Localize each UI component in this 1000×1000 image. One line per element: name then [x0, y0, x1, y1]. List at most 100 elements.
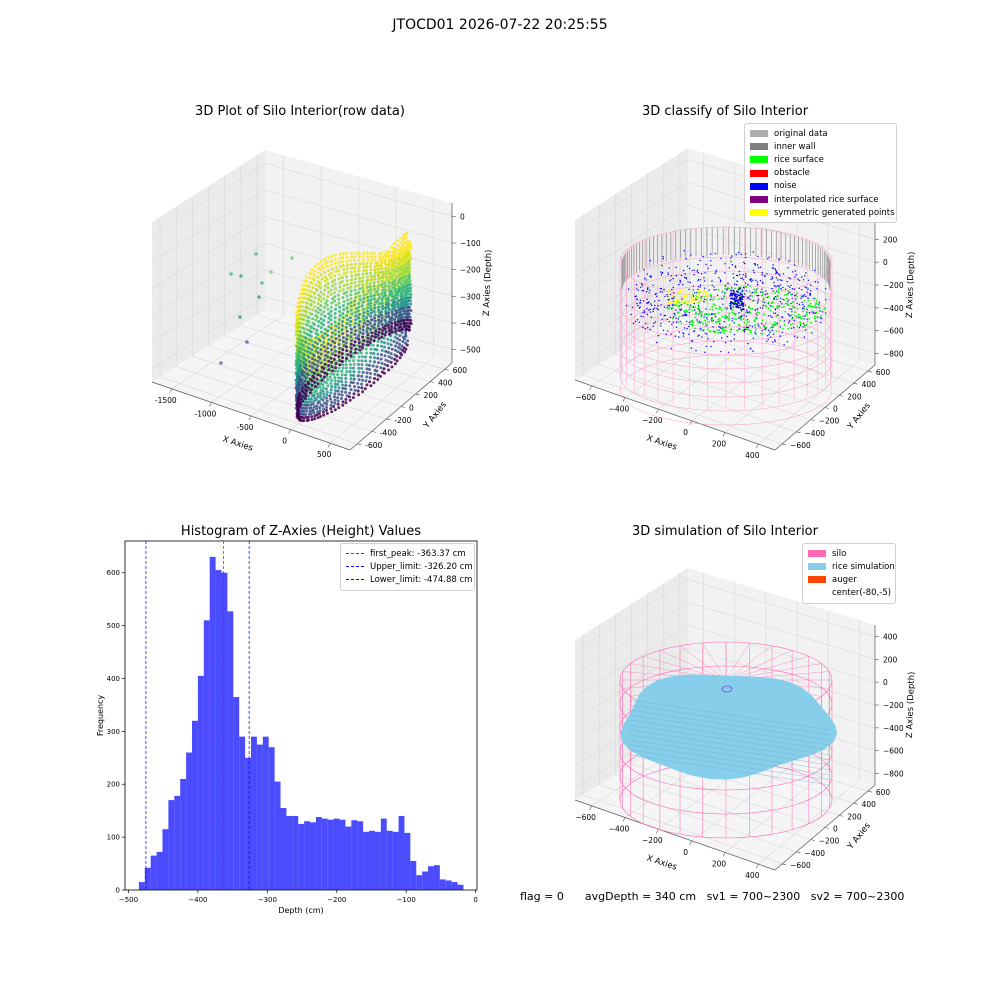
raw-y-tick: 600 — [453, 366, 468, 375]
histogram-bar — [186, 752, 192, 890]
legend-label: interpolated rice surface — [774, 194, 879, 205]
raw-z-tick: −300 — [460, 292, 481, 301]
panel4-title: 3D simulation of Silo Interior — [632, 524, 818, 539]
auger-marker — [721, 685, 733, 693]
histogram-frame — [124, 540, 478, 891]
raw-z-tick: −200 — [460, 266, 481, 275]
raw-x-tick: -1000 — [195, 409, 217, 418]
histogram-bar — [203, 620, 210, 890]
raw-floor-pane — [152, 310, 452, 450]
legend-swatch — [808, 550, 826, 558]
histogram-bar — [428, 866, 434, 890]
sim-y-tick: −200 — [819, 837, 840, 846]
histogram-bar — [333, 818, 340, 890]
sim-z-tick: 400 — [883, 632, 898, 641]
legend-swatch — [808, 589, 826, 597]
cls-y-label: Y Axies — [845, 401, 873, 433]
sim-z-label: Z Axies (Depth) — [905, 671, 917, 738]
panel2-title: 3D classify of Silo Interior — [641, 104, 809, 119]
legend-swatch — [750, 209, 768, 217]
raw-y-label: Y Axies — [421, 400, 449, 432]
legend-line — [346, 553, 364, 555]
histogram-bar — [374, 831, 381, 890]
histogram-bar — [197, 675, 204, 890]
cls-y-tick: −600 — [790, 441, 811, 450]
raw-y-tick: 400 — [438, 379, 453, 388]
cls-x-tick: 400 — [745, 451, 760, 460]
raw-z-label: Z Axies (Depth) — [482, 249, 494, 316]
legend-label: symmetric generated points — [774, 207, 895, 218]
legend-swatch — [750, 156, 768, 164]
cls-left-pane — [575, 148, 688, 380]
raw-y-tick: 200 — [424, 391, 439, 400]
histogram-bar — [433, 865, 440, 890]
sim-x-tick: 400 — [745, 871, 760, 880]
x-tick-label: −200 — [327, 896, 346, 904]
histogram-bar — [221, 572, 228, 890]
legend-label: auger — [832, 574, 857, 585]
legend-line — [346, 566, 364, 568]
legend-label: rice surface — [774, 154, 824, 165]
cls-z-tick: −200 — [883, 281, 904, 290]
sim-z-tick: 0 — [883, 678, 888, 687]
y-tick-label: 300 — [107, 728, 120, 736]
raw-y-tick: -600 — [365, 441, 382, 450]
cls-z-tick: −400 — [883, 304, 904, 313]
histogram-bar — [168, 800, 175, 890]
histogram-bar — [345, 826, 352, 890]
sim-x-label: X Axies — [645, 853, 678, 872]
cls-x-tick: −400 — [609, 405, 630, 414]
sim-floor-pane — [575, 728, 875, 870]
sim-y-tick: −400 — [804, 849, 825, 858]
histogram-bar — [369, 830, 375, 890]
histogram-bar — [451, 882, 458, 890]
cls-z-label: Z Axies (Depth) — [905, 251, 917, 318]
cls-floor-pane — [575, 308, 875, 450]
raw-y-tick: -400 — [380, 428, 397, 437]
legend-entry: first_peak: -363.37 cm — [346, 547, 469, 560]
legend-entry: symmetric generated points — [750, 206, 895, 219]
simulation-shapes — [619, 641, 838, 839]
histogram-bar — [227, 611, 234, 890]
cls-z-tick: 200 — [883, 235, 898, 244]
legend-entry: silo — [808, 547, 890, 560]
raw-y-tick: 0 — [409, 404, 414, 413]
y-tick-label: 200 — [107, 781, 120, 789]
y-tick-label: 500 — [107, 622, 120, 630]
histogram-bar — [239, 736, 246, 890]
legend-swatch — [750, 196, 768, 204]
legend-entry: Lower_limit: -474.88 cm — [346, 573, 472, 586]
histogram-bar — [215, 570, 222, 890]
flag-value: flag = 0 — [520, 890, 564, 903]
cls-x-tick: −200 — [642, 416, 663, 425]
legend-entry: auger — [808, 573, 890, 586]
raw-y-tick: -200 — [394, 416, 411, 425]
sim-y-tick: −600 — [790, 861, 811, 870]
legend-label: rice simulation — [832, 561, 895, 572]
histogram-bar — [410, 860, 417, 890]
histogram-bar — [251, 736, 257, 890]
cls-x-label: X Axies — [645, 433, 678, 452]
cls-z-tick: −600 — [883, 327, 904, 336]
legend-swatch — [808, 563, 826, 571]
histogram-bar — [416, 875, 423, 890]
y-tick-label: 100 — [107, 834, 120, 842]
sim-z-tick: 200 — [883, 655, 898, 664]
raw-x-tick: 0 — [282, 437, 287, 446]
legend-entry: obstacle — [750, 167, 891, 180]
cls-x-tick: 200 — [712, 440, 727, 449]
sv2-value: sv2 = 700~2300 — [810, 890, 905, 903]
histogram-bar — [357, 821, 364, 890]
avg-depth-value: avgDepth = 340 cm — [584, 890, 697, 903]
classify-points — [619, 226, 833, 426]
legend-entry: rice simulation — [808, 560, 895, 573]
sim-x-tick: 0 — [683, 848, 688, 857]
cls-x-tick: 0 — [683, 428, 688, 437]
histogram-bar — [310, 822, 316, 890]
histogram-bar — [386, 830, 393, 890]
histogram-bar — [174, 795, 181, 890]
raw-x-label: X Axies — [221, 434, 254, 453]
legend-swatch — [750, 169, 768, 177]
cls-y-tick: −200 — [819, 417, 840, 426]
sim-y-label: Y Axies — [845, 821, 873, 853]
